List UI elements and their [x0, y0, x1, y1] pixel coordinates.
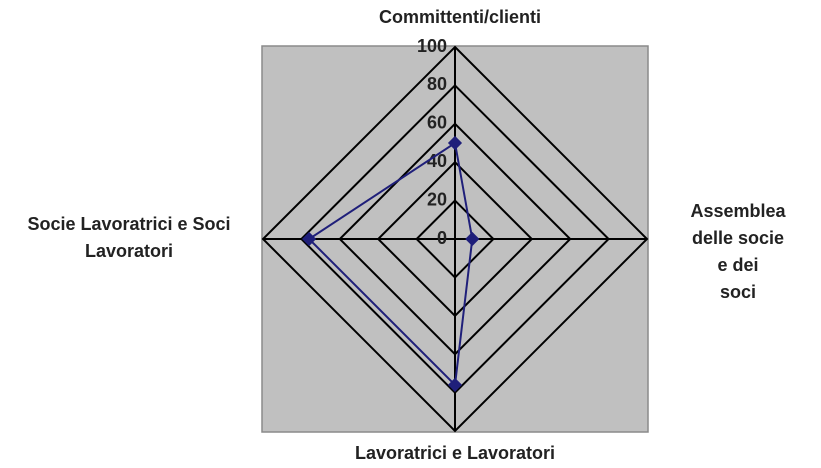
data-point	[465, 231, 480, 247]
category-label: Assemblea delle socie e dei soci	[690, 201, 786, 302]
r-tick-label: 60	[427, 113, 447, 133]
r-tick-label: 0	[437, 228, 447, 248]
category-label: Committenti/clienti	[378, 7, 542, 27]
r-tick-label: 100	[417, 36, 447, 56]
category-label: Socie Lavoratrici e Soci Lavoratori	[27, 214, 231, 261]
category-label: Lavoratrici e Lavoratori	[354, 443, 556, 463]
r-tick-label: 20	[427, 189, 447, 209]
data-point	[302, 231, 317, 247]
data-point	[447, 377, 463, 392]
r-tick-label: 40	[427, 151, 447, 171]
r-tick-label: 80	[427, 74, 447, 94]
data-point	[447, 135, 463, 151]
